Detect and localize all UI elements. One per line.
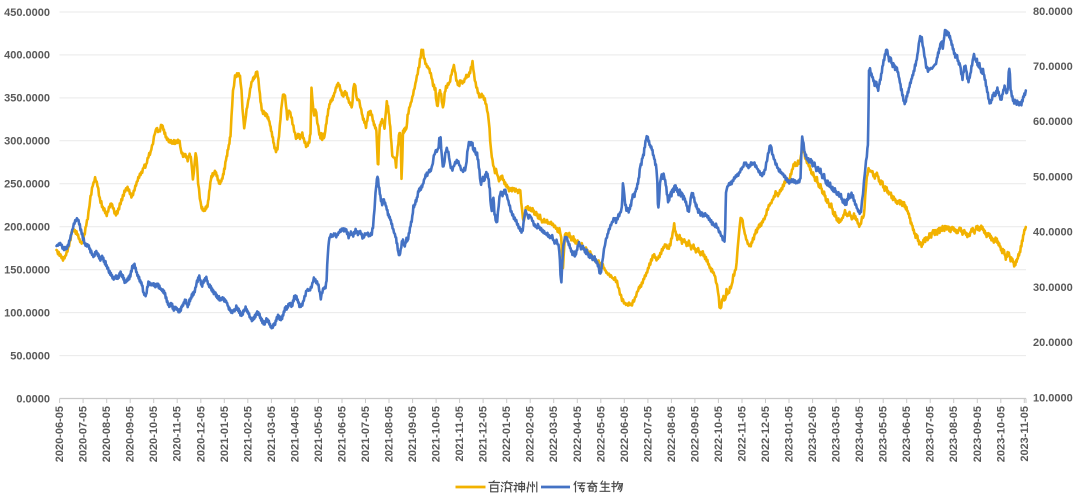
svg-text:2023-07-05: 2023-07-05 (925, 406, 937, 462)
svg-text:2023-09-05: 2023-09-05 (972, 406, 984, 462)
svg-text:2021-02-05: 2021-02-05 (242, 406, 254, 462)
svg-text:2023-03-05: 2023-03-05 (831, 406, 843, 462)
svg-text:2022-10-05: 2022-10-05 (713, 406, 725, 462)
svg-text:250.0000: 250.0000 (4, 179, 50, 191)
svg-text:2023-05-05: 2023-05-05 (878, 406, 890, 462)
svg-text:2020-08-05: 2020-08-05 (101, 406, 113, 462)
svg-text:50.0000: 50.0000 (1033, 171, 1073, 183)
svg-text:2021-11-05: 2021-11-05 (454, 406, 466, 462)
svg-text:450.0000: 450.0000 (4, 7, 50, 19)
svg-text:2023-01-05: 2023-01-05 (784, 406, 796, 462)
svg-text:400.0000: 400.0000 (4, 50, 50, 62)
svg-text:20.0000: 20.0000 (1033, 337, 1073, 349)
svg-text:2022-02-05: 2022-02-05 (525, 406, 537, 462)
svg-text:2020-11-05: 2020-11-05 (172, 406, 184, 462)
svg-text:60.0000: 60.0000 (1033, 116, 1073, 128)
svg-text:50.0000: 50.0000 (10, 350, 50, 362)
svg-text:2022-04-05: 2022-04-05 (572, 406, 584, 462)
svg-text:2021-06-05: 2021-06-05 (337, 406, 349, 462)
svg-text:2021-12-05: 2021-12-05 (478, 406, 490, 462)
svg-text:2023-04-05: 2023-04-05 (854, 406, 866, 462)
svg-text:2021-08-05: 2021-08-05 (384, 406, 396, 462)
svg-text:2023-02-05: 2023-02-05 (807, 406, 819, 462)
svg-text:80.0000: 80.0000 (1033, 6, 1073, 18)
svg-text:2020-06-05: 2020-06-05 (54, 406, 66, 462)
svg-text:2023-10-05: 2023-10-05 (995, 406, 1007, 462)
svg-text:100.0000: 100.0000 (4, 307, 50, 319)
svg-text:2020-10-05: 2020-10-05 (148, 406, 160, 462)
svg-text:2022-12-05: 2022-12-05 (760, 406, 772, 462)
svg-text:30.0000: 30.0000 (1033, 282, 1073, 294)
svg-text:2021-04-05: 2021-04-05 (289, 406, 301, 462)
svg-text:2020-09-05: 2020-09-05 (125, 406, 137, 462)
svg-text:2021-09-05: 2021-09-05 (407, 406, 419, 462)
svg-text:200.0000: 200.0000 (4, 222, 50, 234)
svg-text:2021-07-05: 2021-07-05 (360, 406, 372, 462)
svg-text:2021-05-05: 2021-05-05 (313, 406, 325, 462)
svg-text:2021-10-05: 2021-10-05 (431, 406, 443, 462)
svg-text:2023-08-05: 2023-08-05 (948, 406, 960, 462)
svg-text:10.0000: 10.0000 (1033, 392, 1073, 404)
svg-text:300.0000: 300.0000 (4, 136, 50, 148)
svg-text:2023-11-05: 2023-11-05 (1019, 406, 1031, 462)
svg-text:2022-03-05: 2022-03-05 (548, 406, 560, 462)
svg-text:2020-07-05: 2020-07-05 (78, 406, 90, 462)
svg-text:2021-03-05: 2021-03-05 (266, 406, 278, 462)
svg-text:2020-12-05: 2020-12-05 (195, 406, 207, 462)
svg-text:2022-11-05: 2022-11-05 (737, 406, 749, 462)
svg-text:40.0000: 40.0000 (1033, 227, 1073, 239)
svg-text:350.0000: 350.0000 (4, 93, 50, 105)
svg-text:2023-06-05: 2023-06-05 (901, 406, 913, 462)
svg-text:150.0000: 150.0000 (4, 265, 50, 277)
svg-text:2022-08-05: 2022-08-05 (666, 406, 678, 462)
svg-text:2022-01-05: 2022-01-05 (501, 406, 513, 462)
svg-text:2021-01-05: 2021-01-05 (219, 406, 231, 462)
svg-text:2022-07-05: 2022-07-05 (642, 406, 654, 462)
svg-text:2022-09-05: 2022-09-05 (689, 406, 701, 462)
svg-text:2022-05-05: 2022-05-05 (595, 406, 607, 462)
svg-text:0.0000: 0.0000 (16, 393, 50, 405)
svg-text:2022-06-05: 2022-06-05 (619, 406, 631, 462)
svg-text:70.0000: 70.0000 (1033, 61, 1073, 73)
